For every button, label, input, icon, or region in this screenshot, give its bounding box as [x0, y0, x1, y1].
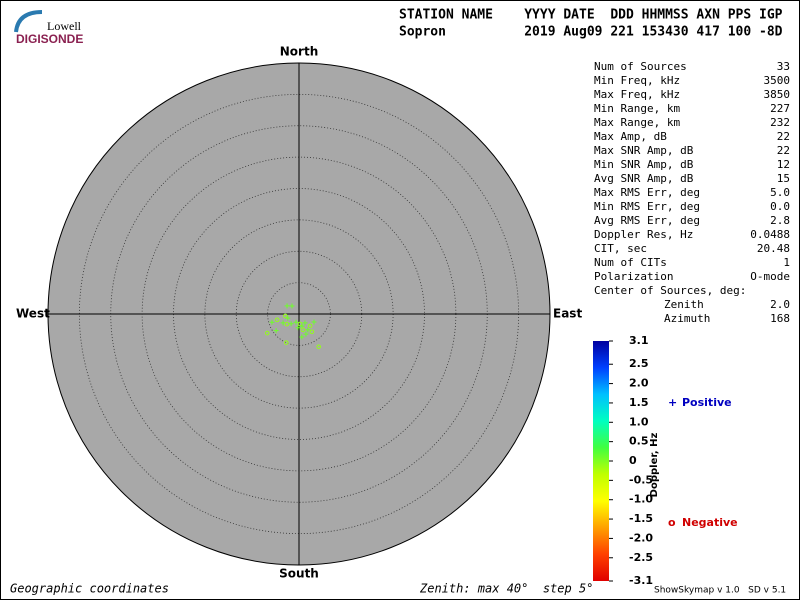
stat-value: 5.0 [770, 186, 790, 199]
stat-value: 3850 [764, 88, 791, 101]
source-positive [273, 328, 279, 334]
legend-text: Negative [682, 516, 738, 529]
header-values: Sopron 2019 Aug09 221 153430 417 100 -8D [399, 25, 783, 40]
stat-value: 33 [777, 60, 790, 73]
colorbar-tick-label: 0 [629, 454, 637, 467]
stat-label: Min RMS Err, deg [594, 200, 700, 213]
source-negative [283, 340, 289, 345]
stat-label: Max Amp, dB [594, 130, 667, 143]
stat-label: Num of CITs [594, 256, 667, 269]
source-positive [285, 315, 291, 321]
stat-value: 22 [777, 144, 790, 157]
header-headings: STATION NAME YYYY DATE DDD HHMMSS AXN PP… [399, 8, 783, 23]
stat-value: 0.0488 [750, 228, 790, 241]
stat-label: Doppler Res, Hz [594, 228, 693, 241]
footer-left: Geographic coordinates [10, 582, 169, 596]
stat-value: 15 [777, 172, 790, 185]
footer-middle: Zenith: max 40° step 5° [419, 582, 593, 596]
stat-value: 232 [770, 116, 790, 129]
logo-bottom: DIGISONDE [16, 32, 83, 46]
center-title: Center of Sources, deg: [594, 284, 746, 297]
source-positive [284, 303, 290, 309]
colorbar-tick-label: -3.1 [629, 574, 653, 587]
stat-label: Avg RMS Err, deg [594, 214, 700, 227]
stat-label: Min SNR Amp, dB [594, 158, 694, 171]
colorbar-tick-label: 1.5 [629, 396, 649, 409]
south-label: South [279, 567, 319, 581]
source-negative [264, 330, 270, 336]
west-label: West [16, 307, 50, 321]
logo: Lowell DIGISONDE [14, 10, 83, 46]
colorbar-label: Doppler, Hz [649, 433, 660, 498]
source-positive [289, 303, 295, 309]
legend-text: Positive [682, 396, 732, 409]
source-positive [303, 331, 309, 337]
stat-value: 12 [777, 158, 790, 171]
stat-value: 3500 [764, 74, 791, 87]
source-positive [288, 321, 294, 327]
source-positive [295, 325, 301, 331]
colorbar-tick-label: -2.0 [629, 531, 653, 544]
stat-label: Max Range, km [594, 116, 680, 129]
north-label: North [280, 45, 318, 59]
colorbar-tick-label: 3.1 [629, 334, 649, 347]
stat-value: 1 [783, 256, 790, 269]
source-negative [316, 344, 322, 350]
logo-swoosh [14, 10, 43, 33]
stat-value: 0.0 [770, 200, 790, 213]
stat-value: O-mode [750, 270, 790, 283]
source-negative [274, 317, 280, 323]
stat-label: Polarization [594, 270, 673, 283]
center-value: 168 [770, 312, 790, 325]
source-positive [280, 320, 286, 326]
stat-label: CIT, sec [594, 242, 647, 255]
source-positive [311, 319, 317, 325]
center-label: Zenith [664, 298, 704, 311]
colorbar-tick-label: -1.0 [629, 493, 653, 506]
stat-label: Avg SNR Amp, dB [594, 172, 694, 185]
legend-symbol: o [668, 516, 676, 529]
stat-label: Max SNR Amp, dB [594, 144, 694, 157]
source-positive [302, 320, 308, 326]
stat-label: Max RMS Err, deg [594, 186, 700, 199]
source-negative [309, 329, 315, 335]
stat-value: 20.48 [757, 242, 790, 255]
stat-value: 22 [777, 130, 790, 143]
east-label: East [553, 307, 582, 321]
source-positive [269, 319, 275, 325]
source-positive [305, 327, 311, 333]
stat-label: Min Range, km [594, 102, 680, 115]
stat-value: 227 [770, 102, 790, 115]
colorbar-tick-label: -1.5 [629, 512, 653, 525]
center-label: Azimuth [664, 312, 710, 325]
colorbar [593, 341, 609, 581]
colorbar-tick-label: 2.5 [629, 357, 649, 370]
logo-top: Lowell [47, 19, 82, 33]
source-positive [299, 334, 305, 340]
legend-symbol: + [668, 396, 677, 409]
stat-label: Num of Sources [594, 60, 687, 73]
center-value: 2.0 [770, 298, 790, 311]
stat-label: Max Freq, kHz [594, 88, 680, 101]
colorbar-tick-label: -2.5 [629, 551, 653, 564]
footer-right: ShowSkymap v 1.0 SD v 5.1 [654, 586, 786, 596]
stat-label: Min Freq, kHz [594, 74, 680, 87]
source-positive [293, 319, 299, 325]
colorbar-tick-label: 2.0 [629, 377, 649, 390]
colorbar-tick-label: 0.5 [629, 435, 649, 448]
colorbar-tick-label: 1.0 [629, 415, 649, 428]
stat-value: 2.8 [770, 214, 790, 227]
source-negative [300, 327, 306, 333]
colorbar-tick-label: -0.5 [629, 473, 653, 486]
source-negative [307, 323, 313, 329]
